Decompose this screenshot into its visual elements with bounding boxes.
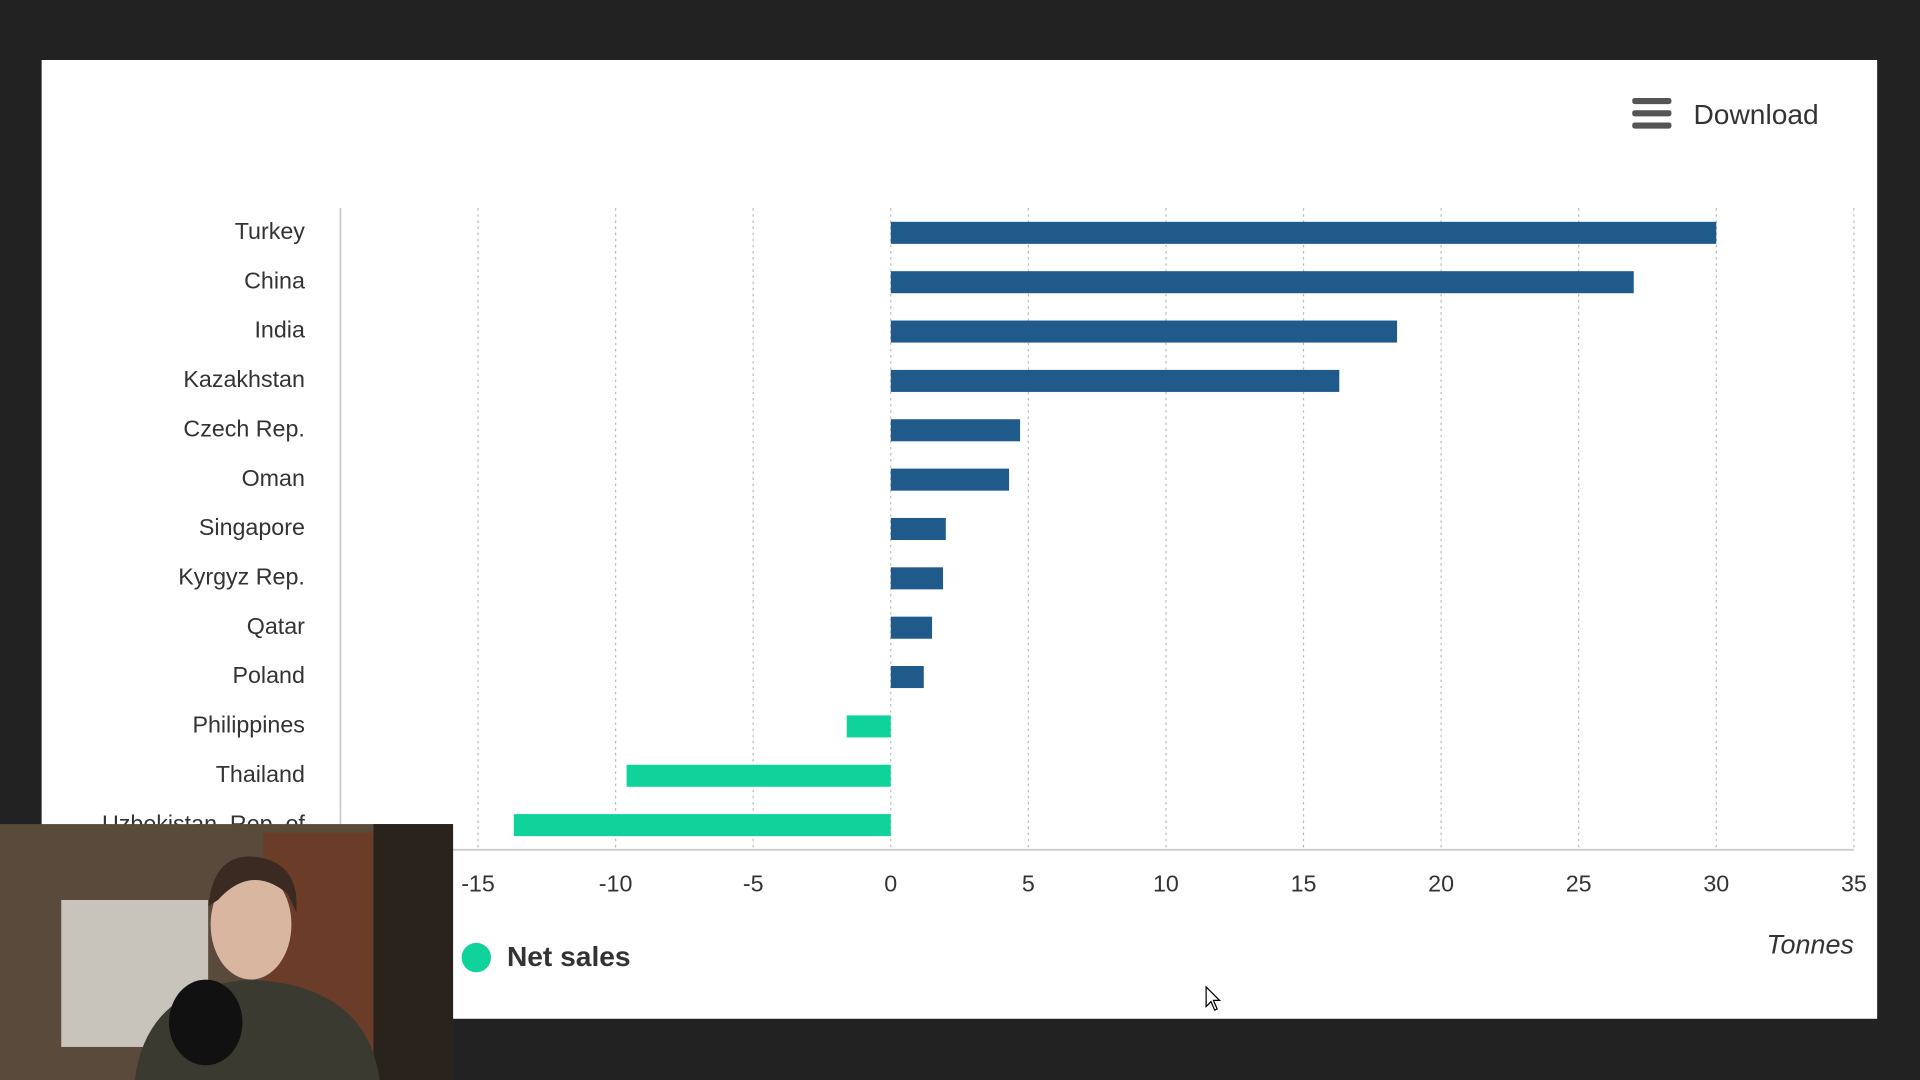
bar: [890, 468, 1010, 491]
menu-icon-bar: [1632, 97, 1672, 105]
y-tick-label: Thailand: [216, 761, 305, 787]
x-tick-label: 25: [1566, 870, 1592, 896]
download-label[interactable]: Download: [1693, 99, 1818, 130]
webcam-overlay: [0, 824, 454, 1080]
x-tick-label: 5: [1022, 870, 1035, 896]
x-axis-title: Tonnes: [1767, 930, 1854, 960]
bar: [890, 567, 944, 590]
x-tick-label: 30: [1703, 870, 1729, 896]
webcam-shadow: [373, 824, 454, 1080]
y-tick-label: Singapore: [199, 514, 305, 540]
y-tick-label: Philippines: [192, 712, 304, 738]
bar: [513, 814, 891, 837]
x-tick-label: -10: [599, 870, 633, 896]
download-button[interactable]: Download: [1632, 97, 1819, 130]
legend-marker: [461, 942, 492, 973]
y-tick-label: Kyrgyz Rep.: [178, 563, 305, 589]
y-tick-label: Kazakhstan: [183, 366, 305, 392]
bar: [626, 764, 891, 787]
x-tick-label: 10: [1153, 870, 1179, 896]
bar: [890, 666, 924, 689]
x-tick-label: 20: [1428, 870, 1454, 896]
bar: [890, 271, 1634, 294]
x-tick-label: 15: [1291, 870, 1317, 896]
x-tick-label: 35: [1841, 870, 1867, 896]
webcam-face: [210, 869, 292, 980]
y-tick-label: Turkey: [235, 218, 306, 244]
y-tick-label: Poland: [232, 662, 304, 688]
mouse-cursor: [1205, 985, 1222, 1012]
webcam-hair: [208, 856, 297, 913]
bar: [890, 616, 933, 639]
y-tick-label: Oman: [242, 465, 305, 491]
bar: [890, 320, 1398, 343]
x-tick-label: -5: [743, 870, 764, 896]
y-tick-label: India: [254, 317, 304, 343]
y-tick-label: China: [244, 267, 305, 293]
bar: [890, 517, 946, 540]
bar: [846, 715, 891, 738]
bar: [890, 369, 1340, 392]
menu-icon-bar: [1632, 110, 1672, 117]
y-tick-label: Qatar: [247, 613, 305, 639]
menu-icon-bar: [1632, 122, 1672, 129]
webcam-microphone: [168, 979, 243, 1066]
x-tick-label: 0: [884, 870, 897, 896]
bar: [890, 419, 1021, 442]
x-tick-label: -15: [461, 870, 495, 896]
y-tick-label: Czech Rep.: [183, 415, 304, 441]
bar: [890, 221, 1717, 244]
legend-label[interactable]: Net sales: [507, 941, 631, 972]
